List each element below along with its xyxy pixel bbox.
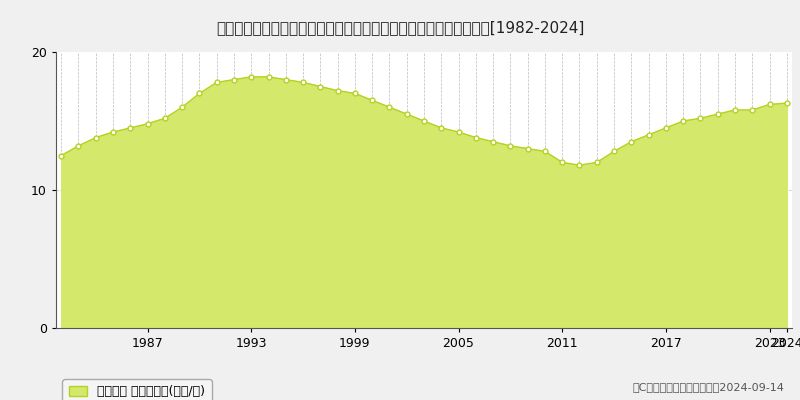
Text: 福島県いわき市平上荒川字砂屋戸１１７番４　地価公示　地価推移[1982-2024]: 福島県いわき市平上荒川字砂屋戸１１７番４ 地価公示 地価推移[1982-2024… xyxy=(216,20,584,35)
Legend: 地価公示 平均坪単価(万円/坪): 地価公示 平均坪単価(万円/坪) xyxy=(62,379,211,400)
Text: （C）土地価格ドットコムむ2024-09-14: （C）土地価格ドットコムむ2024-09-14 xyxy=(632,382,784,392)
